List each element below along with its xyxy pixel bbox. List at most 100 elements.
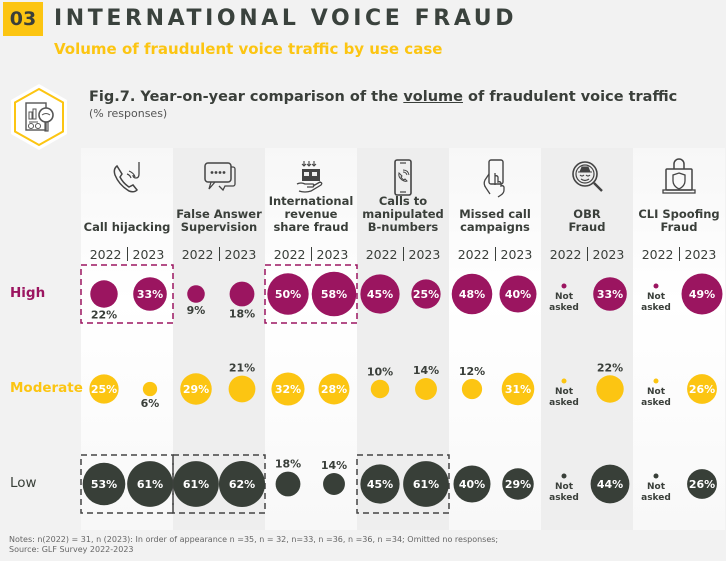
bubble-value-label: 32% [275,383,301,396]
bubble-high [411,279,441,309]
bubble-value-label: 45% [367,478,393,491]
category-header: OBR Fraud [541,200,633,234]
bubble-moderate [596,375,624,403]
bubble-value-label: 6% [141,397,160,410]
bubble-value-label: 29% [505,478,531,491]
bubble-high [90,280,118,308]
category-label: Call hijacking [81,221,173,234]
category-header: Missed call campaigns [449,200,541,234]
year-label: 2022 [181,246,214,262]
bubble-value-label: 26% [689,383,715,396]
category-label-line: CLI Spoofing [638,207,720,221]
column-background [265,148,357,530]
category-label-line: Fraud [660,220,698,234]
bubble-value-label: 12% [459,365,485,378]
bubble-high [311,271,357,317]
row-label-low: Low [10,475,37,491]
bubble-moderate [370,379,390,399]
chart-notes: Notes: n(2022) = 31, n (2023): In order … [9,535,498,555]
bubble-low [82,462,126,506]
not-asked-label: Not [647,482,666,492]
bubble-value-label: 45% [367,288,393,301]
phone-hook-icon [81,158,173,198]
bubble-value-label: 25% [91,383,117,396]
year-label: 2022 [549,246,582,262]
bubble-high [681,273,723,315]
highlight-box [356,454,450,514]
category-label: Missed call campaigns [449,208,541,234]
bubble-value-label: 22% [91,309,117,322]
bubble-moderate [180,373,212,405]
bubble-moderate [228,375,256,403]
not-asked-dot [561,378,567,384]
bubble-high [593,277,627,311]
bubble-value-label: 61% [137,478,163,491]
bubble-high [229,281,255,307]
year-label: 2023 [132,246,165,262]
category-label-line: International [268,194,354,208]
year-separator [678,247,680,261]
bubble-low [360,464,400,504]
page-subtitle: Volume of fraudulent voice traffic by us… [54,40,443,58]
category-header: False Answer Supervision [173,200,265,234]
category-label-line: Calls to [378,194,428,208]
category-label-line: manipulated [362,207,444,221]
not-asked-label: Not [647,292,666,302]
bubble-value-label: 53% [91,478,117,491]
notes-line: Notes: n(2022) = 31, n (2023): In order … [9,535,499,544]
category-label-line: revenue [284,207,338,221]
section-number-badge: 03 [3,2,43,36]
year-separator [586,247,588,261]
year-label: 2023 [408,246,441,262]
bubble-value-label: 33% [597,288,623,301]
year-label: 2022 [641,246,674,262]
year-separator [310,247,312,261]
bubble-value-label: 33% [137,288,163,301]
not-asked-label: Not [555,292,574,302]
figure-title: Fig.7. Year-on-year comparison of the vo… [89,89,677,105]
category-label-line: OBR [573,207,601,221]
year-header: 2022 2023 [81,245,173,263]
category-label-line: Missed call [459,207,531,221]
not-asked-dot [653,378,659,384]
highlight-box [80,264,174,324]
not-asked-label: asked [641,303,671,313]
category-label-line: Supervision [180,220,258,234]
not-asked-label: asked [549,398,579,408]
bubble-high [360,274,400,314]
page-title: INTERNATIONAL VOICE FRAUD [54,6,518,31]
year-label: 2023 [316,246,349,262]
category-label-line: Fraud [568,220,606,234]
bubble-value-label: 40% [459,478,485,491]
year-label: 2023 [500,246,533,262]
report-magnifier-icon [11,84,67,150]
year-label: 2022 [89,246,122,262]
bubble-value-label: 58% [321,288,347,301]
bubble-value-label: 22% [597,361,623,374]
year-header: 2022 2023 [541,245,633,263]
hand-money-icon [265,158,357,198]
not-asked-dot [561,473,567,479]
bubble-low [502,468,534,500]
year-header: 2022 2023 [173,245,265,263]
bubble-value-label: 18% [275,458,301,471]
bubble-low [403,461,449,507]
bubble-moderate [501,372,535,406]
bubble-value-label: 28% [321,383,347,396]
year-separator [494,247,496,261]
bubble-low [590,464,630,504]
bubble-value-label: 44% [597,478,623,491]
bubble-moderate [142,381,158,397]
row-label-moderate: Moderate [10,380,83,396]
bubble-high [499,275,537,313]
bubble-value-label: 50% [275,288,301,301]
bubble-value-label: 18% [229,307,255,320]
year-header: 2022 2023 [633,245,725,263]
column-background [633,148,725,530]
bubble-moderate [318,373,350,405]
bubble-value-label: 10% [367,366,393,379]
bubble-value-label: 48% [459,288,485,301]
year-separator [126,247,128,261]
hand-phone-icon [449,158,541,198]
